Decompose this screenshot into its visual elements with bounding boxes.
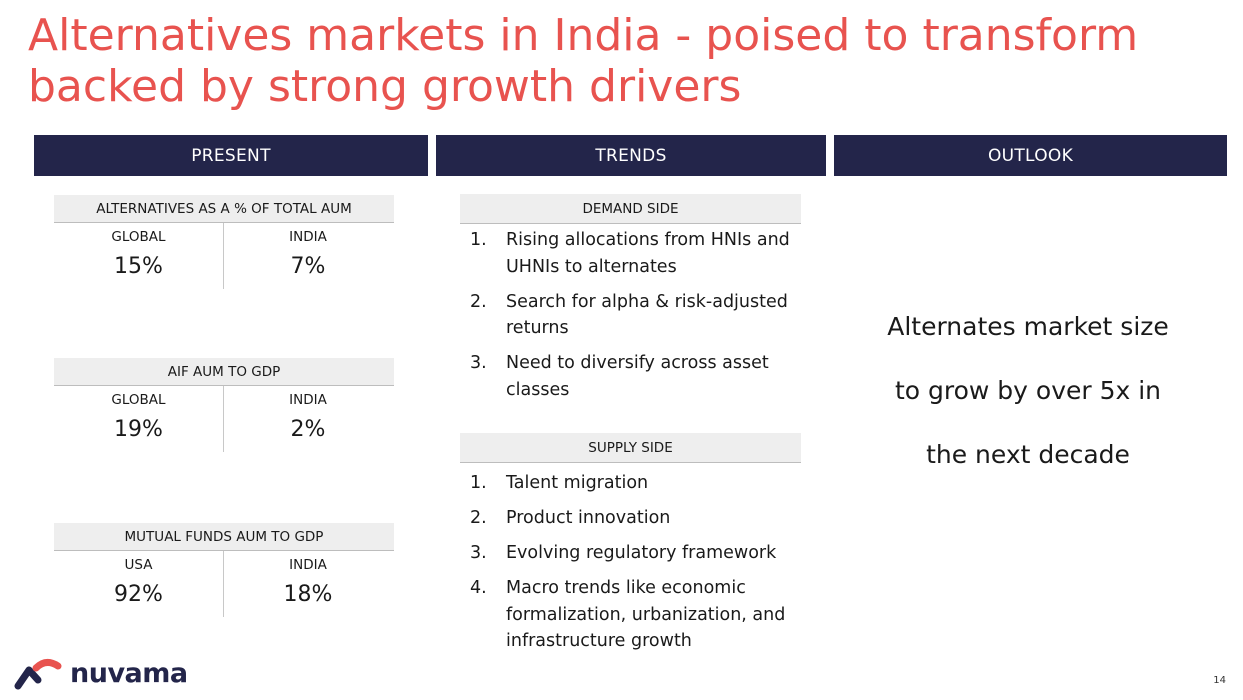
list-item: 1. Talent migration xyxy=(470,470,810,497)
outlook-header: OUTLOOK xyxy=(834,135,1227,176)
list-number: 2. xyxy=(470,508,487,528)
present-header: PRESENT xyxy=(34,135,428,176)
metric-value: 2% xyxy=(290,417,326,442)
list-text: Product innovation xyxy=(506,508,671,528)
metric-alternatives-share: ALTERNATIVES AS A % OF TOTAL AUM GLOBAL … xyxy=(54,195,394,289)
list-item: 4. Macro trends like economic formalizat… xyxy=(470,575,810,655)
metric-heading: ALTERNATIVES AS A % OF TOTAL AUM xyxy=(54,195,394,223)
list-item: 2. Product innovation xyxy=(470,505,810,532)
list-text: Search for alpha & risk-adjusted returns xyxy=(506,291,788,339)
metric-heading: MUTUAL FUNDS AUM TO GDP xyxy=(54,523,394,551)
slide-title: Alternatives markets in India - poised t… xyxy=(28,10,1139,112)
list-text: Talent migration xyxy=(506,473,649,493)
list-text: Evolving regulatory framework xyxy=(506,543,777,563)
list-number: 2. xyxy=(470,291,487,312)
list-item: 3. Evolving regulatory framework xyxy=(470,540,810,567)
metric-value: 92% xyxy=(114,582,163,607)
supply-side-list: 1. Talent migration 2. Product innovatio… xyxy=(470,470,810,663)
page-number: 14 xyxy=(1213,675,1226,686)
metric-label: GLOBAL xyxy=(111,229,166,245)
outlook-statement: Alternates market size to grow by over 5… xyxy=(887,312,1169,469)
list-number: 3. xyxy=(470,353,487,373)
list-text: Need to diversify across asset classes xyxy=(506,353,769,400)
list-text: Rising allocations from HNIs and UHNIs t… xyxy=(506,230,790,277)
demand-side-heading: DEMAND SIDE xyxy=(460,194,801,224)
trends-header: TRENDS xyxy=(436,135,826,176)
metric-value: 19% xyxy=(114,417,163,442)
metric-label: GLOBAL xyxy=(111,392,166,408)
metric-mutual-funds-aum-gdp: MUTUAL FUNDS AUM TO GDP USA 92% INDIA 18… xyxy=(54,523,394,617)
metric-label: INDIA xyxy=(289,229,327,245)
list-item: 2. Search for alpha & risk-adjusted retu… xyxy=(470,289,810,342)
logo-wordmark: nuvama xyxy=(70,657,188,689)
metric-heading: AIF AUM TO GDP xyxy=(54,358,394,386)
nuvama-logo: nuvama xyxy=(14,656,188,690)
list-number: 1. xyxy=(470,230,487,250)
list-text: Macro trends like economic formalization… xyxy=(506,578,786,651)
metric-value: 18% xyxy=(283,582,333,607)
metric-value: 15% xyxy=(114,254,163,279)
metric-value: 7% xyxy=(290,254,326,279)
metric-label: USA xyxy=(124,557,153,573)
metric-label: INDIA xyxy=(289,392,327,408)
metric-aif-aum-gdp: AIF AUM TO GDP GLOBAL 19% INDIA 2% xyxy=(54,358,394,452)
list-number: 4. xyxy=(470,578,487,598)
list-number: 1. xyxy=(470,473,487,493)
nuvama-mark-icon xyxy=(14,659,62,690)
metric-label: INDIA xyxy=(289,557,327,573)
list-number: 3. xyxy=(470,543,487,563)
supply-side-heading: SUPPLY SIDE xyxy=(460,433,801,463)
demand-side-list: 1. Rising allocations from HNIs and UHNI… xyxy=(470,227,810,412)
list-item: 1. Rising allocations from HNIs and UHNI… xyxy=(470,227,810,280)
list-item: 3. Need to diversify across asset classe… xyxy=(470,350,810,403)
